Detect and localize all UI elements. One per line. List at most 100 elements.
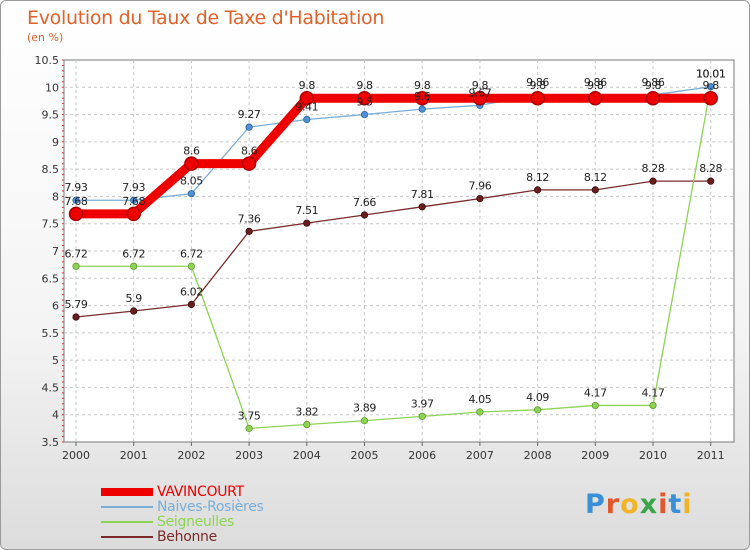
data-point — [72, 313, 80, 321]
data-label: 9.8 — [472, 79, 489, 92]
data-label: 9.41 — [295, 100, 318, 113]
proxiti-logo: Proxiti — [585, 489, 693, 520]
data-point — [68, 206, 84, 222]
data-point — [418, 203, 426, 211]
data-label: 10.01 — [696, 68, 726, 81]
data-label: 8.05 — [180, 175, 203, 188]
data-point — [303, 420, 311, 429]
data-label: 3.75 — [238, 409, 261, 422]
series-line-2 — [76, 86, 712, 430]
data-point — [360, 110, 369, 119]
plot-area — [63, 59, 735, 443]
data-point — [187, 190, 195, 198]
data-label: 9.8 — [414, 79, 431, 92]
y-tick-label: 10.5 — [35, 54, 60, 67]
data-label: 8.6 — [183, 145, 200, 158]
logo-letter: i — [682, 489, 693, 520]
legend-label: Naives-Rosières — [157, 499, 264, 515]
data-point — [591, 186, 599, 194]
data-label: 8.28 — [699, 162, 722, 175]
data-label: 8.6 — [241, 145, 258, 158]
data-label: 7.93 — [122, 181, 145, 194]
data-label: 7.93 — [65, 181, 88, 194]
data-label: 6.02 — [180, 285, 203, 298]
data-point — [126, 206, 141, 222]
data-point — [130, 262, 138, 270]
data-label: 7.36 — [238, 212, 261, 225]
data-label: 9.8 — [587, 79, 604, 92]
logo-letter: o — [620, 489, 640, 520]
legend-label: Seigneulles — [157, 514, 235, 530]
x-tick-label: 2005 — [351, 449, 379, 462]
data-point — [187, 262, 195, 270]
y-tick-label: 10 — [45, 81, 59, 94]
y-tick-label: 8 — [52, 190, 59, 203]
data-point — [472, 90, 488, 106]
y-tick-label: 5 — [52, 354, 59, 367]
legend-swatch — [101, 536, 153, 538]
logo-letter: r — [605, 489, 621, 520]
data-label: 6.72 — [65, 247, 88, 260]
x-tick-label: 2000 — [62, 449, 90, 462]
data-point — [703, 90, 718, 106]
data-point — [707, 177, 715, 185]
chart-subtitle: (en %) — [27, 31, 64, 44]
chart-title: Evolution du Taux de Taxe d'Habitation — [27, 7, 385, 29]
y-tick-label: 6 — [52, 300, 59, 313]
data-point — [245, 424, 253, 432]
data-point — [357, 90, 372, 106]
logo-letter: P — [585, 489, 606, 520]
data-point — [187, 300, 195, 309]
data-point — [645, 90, 661, 106]
data-label: 9.86 — [584, 76, 607, 89]
data-point — [245, 123, 253, 131]
data-label: 7.68 — [65, 195, 88, 208]
x-tick-label: 2011 — [697, 449, 725, 462]
data-label: 9.8 — [299, 79, 316, 92]
data-label: 5.79 — [65, 298, 88, 311]
y-tick-label: 7.5 — [42, 218, 60, 231]
data-point — [303, 219, 311, 227]
data-label: 7.96 — [468, 180, 491, 193]
x-tick-label: 2004 — [293, 449, 321, 462]
data-point — [649, 177, 657, 185]
data-label: 7.66 — [353, 196, 376, 209]
logo-letter: x — [639, 489, 659, 520]
data-label: 8.12 — [526, 171, 549, 184]
data-label: 9.67 — [468, 86, 491, 99]
x-tick-label: 2008 — [524, 449, 552, 462]
y-tick-label: 9 — [52, 136, 59, 149]
data-point — [418, 105, 426, 113]
data-point — [707, 83, 715, 91]
data-label: 3.89 — [353, 402, 376, 415]
data-label: 5.9 — [126, 292, 143, 305]
data-label: 7.68 — [122, 195, 145, 208]
data-label: 9.27 — [238, 108, 261, 121]
x-tick-label: 2002 — [177, 449, 205, 462]
data-point — [533, 406, 542, 414]
data-label: 9.8 — [703, 79, 720, 92]
data-label: 7.51 — [295, 204, 318, 217]
data-point — [130, 307, 138, 315]
series-line-0 — [76, 93, 711, 219]
data-label: 9.86 — [526, 76, 549, 89]
data-point — [299, 90, 315, 106]
data-label: 8.12 — [584, 171, 607, 184]
y-tick-label: 5.5 — [42, 327, 60, 340]
x-tick-label: 2007 — [466, 449, 494, 462]
data-point — [72, 262, 80, 270]
x-tick-label: 2010 — [639, 449, 667, 462]
data-label: 3.97 — [411, 397, 434, 410]
x-tick-label: 2009 — [581, 449, 609, 462]
data-label: 4.17 — [642, 386, 665, 399]
y-tick-label: 9.5 — [42, 109, 60, 122]
data-label: 4.17 — [584, 386, 607, 399]
data-point — [360, 211, 369, 219]
y-tick-label: 8.5 — [42, 163, 60, 176]
logo-letter: i — [658, 489, 669, 520]
data-label: 7.81 — [411, 188, 434, 201]
data-point — [649, 401, 657, 410]
data-label: 3.82 — [295, 406, 318, 419]
data-point — [418, 412, 426, 420]
